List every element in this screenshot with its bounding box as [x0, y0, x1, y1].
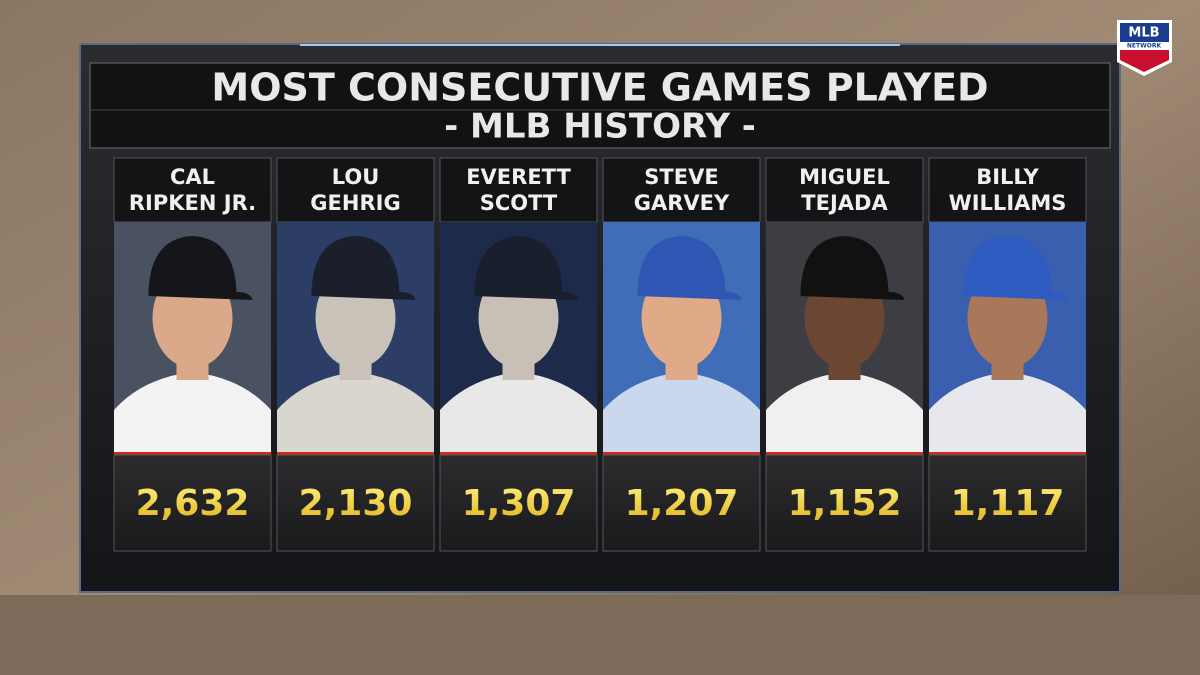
- player-name: CAL: [170, 165, 215, 189]
- logo-top: [1120, 23, 1169, 42]
- divider: [603, 452, 760, 455]
- number-box: [602, 454, 761, 552]
- jersey: [766, 372, 923, 453]
- name-box: [602, 157, 761, 223]
- number-box: [765, 454, 924, 552]
- name-box: [928, 157, 1087, 223]
- name-box: [439, 157, 598, 223]
- player-name: LOU: [332, 165, 380, 189]
- logo-subtext: NETWORK: [1127, 43, 1162, 50]
- logo-text: MLB: [1128, 26, 1159, 41]
- number-box: [113, 454, 272, 552]
- name-box: [276, 157, 435, 223]
- cap: [474, 236, 579, 300]
- player-name: GEHRIG: [310, 191, 400, 215]
- title-box: [89, 62, 1111, 149]
- player-name: WILLIAMS: [949, 191, 1067, 215]
- jersey: [440, 372, 597, 453]
- jersey: [929, 372, 1086, 453]
- number-box: [439, 454, 598, 552]
- cap: [148, 236, 253, 300]
- player-name: STEVE: [644, 165, 718, 189]
- name-box: [113, 157, 272, 223]
- logo: MLB NETWORK: [1117, 20, 1172, 76]
- divider: [929, 452, 1086, 455]
- title: MOST CONSECUTIVE GAMES PLAYED: [211, 66, 988, 110]
- player-name: EVERETT: [466, 165, 571, 189]
- divider: [766, 452, 923, 455]
- divider: [440, 452, 597, 455]
- jersey: [277, 372, 434, 453]
- player-name: GARVEY: [634, 191, 730, 215]
- divider: [277, 452, 434, 455]
- number-box: [276, 454, 435, 552]
- games-played: 1,152: [788, 483, 902, 524]
- cap: [963, 236, 1068, 300]
- player-name: SCOTT: [480, 191, 558, 215]
- player-name: TEJADA: [801, 191, 888, 215]
- games-played: 1,307: [462, 483, 576, 524]
- jersey: [603, 372, 760, 453]
- floor: [0, 595, 1200, 675]
- games-played: 2,632: [136, 483, 250, 524]
- jersey: [114, 372, 271, 453]
- games-played: 2,130: [299, 483, 413, 524]
- name-box: [765, 157, 924, 223]
- logo-bottom: [1120, 50, 1169, 72]
- cap: [311, 236, 416, 300]
- player-name: MIGUEL: [799, 165, 890, 189]
- player-name: RIPKEN JR.: [129, 191, 256, 215]
- subtitle: - MLB HISTORY -: [444, 107, 756, 147]
- games-played: 1,117: [951, 483, 1065, 524]
- divider: [114, 452, 271, 455]
- number-box: [928, 454, 1087, 552]
- games-played: 1,207: [625, 483, 739, 524]
- player-name: BILLY: [976, 165, 1039, 189]
- cap: [800, 236, 905, 300]
- cap: [637, 236, 742, 300]
